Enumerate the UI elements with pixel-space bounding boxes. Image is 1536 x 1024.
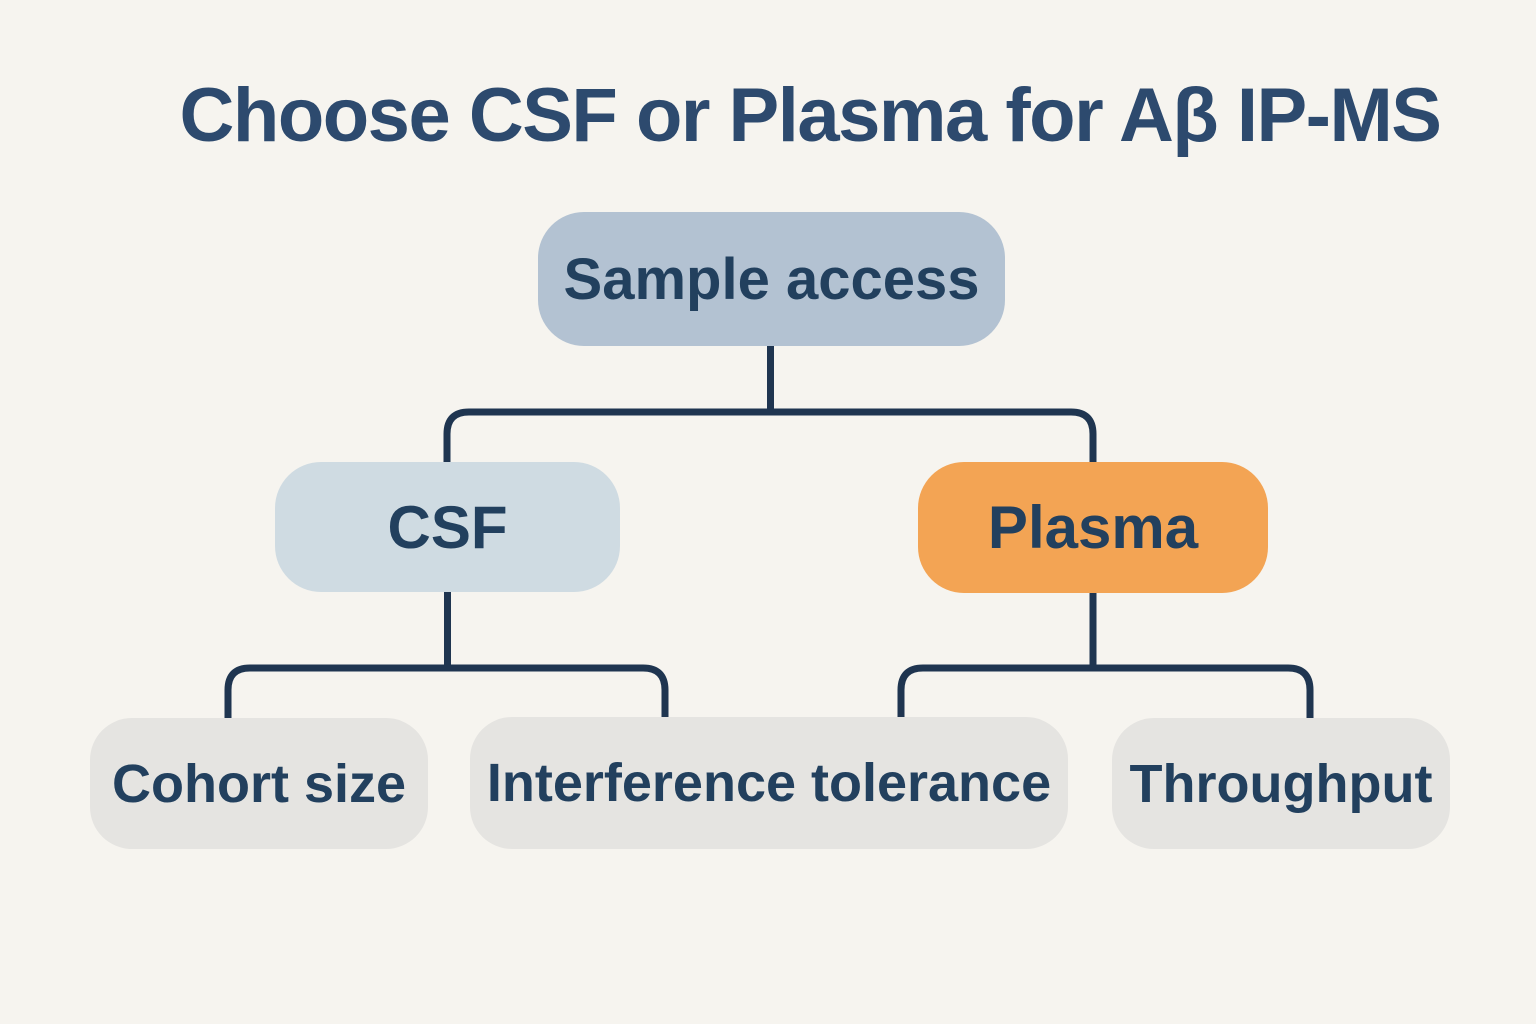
node-interference-tolerance: Interference tolerance: [470, 717, 1068, 849]
node-csf-label: CSF: [387, 493, 508, 561]
node-interference-tolerance-label: Interference tolerance: [486, 753, 1052, 813]
edge-plasma-to-leaves: [897, 664, 1314, 719]
node-cohort-size: Cohort size: [90, 718, 428, 849]
page-title: Choose CSF or Plasma for Aβ IP-MS: [179, 73, 1442, 158]
edge-csf-to-leaves: [224, 664, 669, 719]
node-throughput: Throughput: [1112, 718, 1450, 849]
node-plasma-label: Plasma: [987, 494, 1199, 561]
node-sample-access: Sample access: [538, 212, 1005, 346]
edge-root-to-branches: [443, 408, 1097, 463]
node-csf: CSF: [275, 462, 620, 592]
node-cohort-size-label: Cohort size: [111, 753, 407, 814]
node-throughput-label: Throughput: [1129, 753, 1433, 814]
node-plasma: Plasma: [918, 462, 1268, 593]
node-sample-access-label: Sample access: [563, 246, 980, 312]
